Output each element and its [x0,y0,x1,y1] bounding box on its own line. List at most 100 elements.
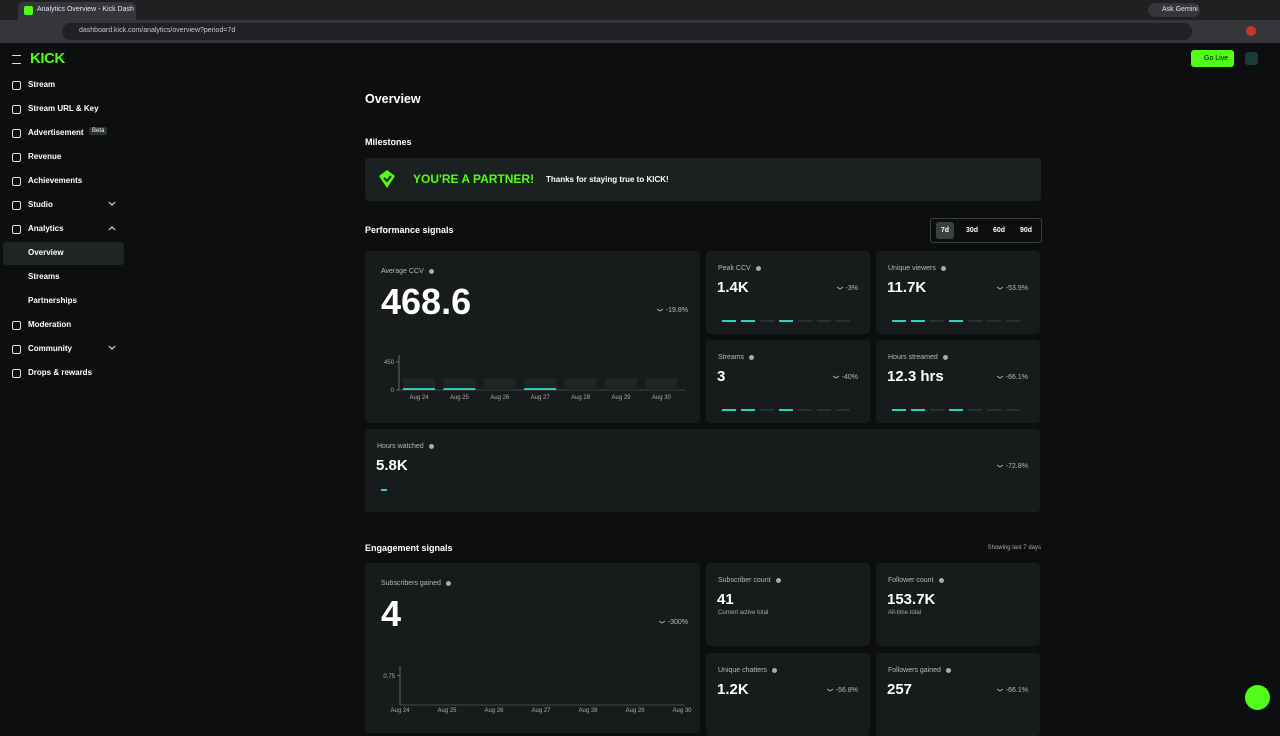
menu-icon[interactable] [12,55,21,64]
nav-label: Revenue [28,152,62,161]
nav-icon [12,105,21,114]
metric-label: Unique chatters [718,667,768,674]
trend-icon [997,286,1004,290]
metric-label: Unique viewers [888,265,936,272]
user-avatar[interactable] [1245,52,1258,65]
sparkline-seg [1006,409,1020,411]
period-label: 90d [1019,227,1033,234]
sparkline-seg [741,320,755,322]
nav-icon [12,321,21,330]
trend-icon [833,375,840,379]
sparkline-seg [987,320,1001,322]
bar [403,388,435,390]
period-button[interactable]: 7d [936,222,954,239]
nav-icon [12,369,21,378]
nav-badge: Beta [89,127,108,135]
x-tick-label: Aug 30 [652,395,672,401]
metric-value: 257 [887,681,913,698]
metric-subtitle: Current active total [718,610,769,616]
y-tick-label: 0 [391,388,395,394]
metric-label: Subscribers gained [381,580,441,587]
info-icon [943,355,948,360]
nav-item[interactable]: Achievements [0,175,125,187]
period-note: Showing last 7 days [987,545,1041,551]
nav-item[interactable]: Stream URL & Key [0,103,125,115]
period-button[interactable]: 30d [961,222,983,239]
metric-card: Hours watched 5.8K -72.8% [365,429,1040,512]
nav-item[interactable]: Drops & rewards [0,367,125,379]
period-button[interactable]: 60d [988,222,1010,239]
x-tick-label: Aug 24 [409,395,429,401]
nav-label: Overview [28,248,64,257]
section-heading: Milestones [365,137,412,147]
gemini-button[interactable]: Ask Gemini [1148,3,1200,17]
nav-item[interactable]: Stream [0,79,125,91]
go-live-label: Go Live [1204,55,1229,62]
sparkline-seg [892,409,906,411]
nav-item[interactable]: Revenue [0,151,125,163]
sparkline-seg [798,320,812,322]
sparkline-seg [968,320,982,322]
bar-placeholder [524,378,557,390]
logo[interactable]: KICK [30,50,65,67]
metric-subtitle: All-time total [888,610,922,616]
x-tick-label: Aug 25 [437,708,457,714]
x-tick-label: Aug 30 [672,708,692,714]
nav-icon [12,153,21,162]
sparkline-seg [949,409,963,411]
support-button[interactable] [1245,685,1270,710]
active-item-bg [3,242,124,265]
gemini-label: Ask Gemini [1162,6,1198,13]
info-icon [772,668,777,673]
nav-item[interactable]: Advertisement Beta [0,127,125,139]
nav-item[interactable]: Overview [0,247,125,259]
nav-item[interactable]: Community [0,343,125,355]
nav-item[interactable]: Moderation [0,319,125,331]
sparkline-seg [892,320,906,322]
nav-icon [12,201,21,210]
metric-value: 1.2K [717,681,749,698]
nav-item[interactable]: Streams [0,271,125,283]
nav-item[interactable]: Partnerships [0,295,125,307]
sparkline-seg [798,409,812,411]
metric-card: Unique viewers 11.7K -53.9% [876,251,1040,334]
nav-label: Achievements [28,176,83,185]
period-label: 7d [940,227,950,234]
nav-label: Moderation [28,320,72,329]
nav-icon [12,81,21,90]
url: dashboard.kick.com/analytics/overview?pe… [79,27,236,34]
nav-icon [12,345,21,354]
y-tick-label: 0.75 [383,674,395,680]
trend-icon [827,688,834,692]
section-heading: Performance signals [365,225,454,235]
metric-change: -72.8% [1005,463,1028,470]
nav-item[interactable]: Studio [0,199,125,211]
trend-icon [997,464,1004,468]
sparkline-seg [381,489,387,491]
partner-badge: YOU'RE A PARTNER! [413,172,535,186]
info-icon [749,355,754,360]
metric-change: -56.8% [835,687,858,694]
metric-change: -66.1% [1005,374,1028,381]
x-tick-label: Aug 26 [484,708,504,714]
metric-label: Hours streamed [888,354,938,361]
nav-item[interactable]: Analytics [0,223,125,235]
period-button[interactable]: 90d [1015,222,1037,239]
info-icon [429,269,434,274]
metric-card: Unique chatters 1.2K -56.8% [706,653,870,736]
profile-avatar[interactable] [1246,26,1256,36]
bar [524,388,557,390]
go-live-button[interactable]: Go Live [1191,50,1234,67]
nav-icon [12,225,21,234]
trend-icon [657,308,664,312]
nav-label: Analytics [28,224,64,233]
address-bar[interactable]: dashboard.kick.com/analytics/overview?pe… [62,23,1192,40]
metric-change: -40% [841,374,858,381]
nav-icon [12,177,21,186]
active-tab[interactable]: Analytics Overview - Kick Dash [18,2,136,20]
trend-icon [997,688,1004,692]
nav-label: Studio [28,200,53,209]
metric-card: Follower count 153.7K All-time total [876,563,1040,646]
nav-label: Advertisement [28,128,84,137]
